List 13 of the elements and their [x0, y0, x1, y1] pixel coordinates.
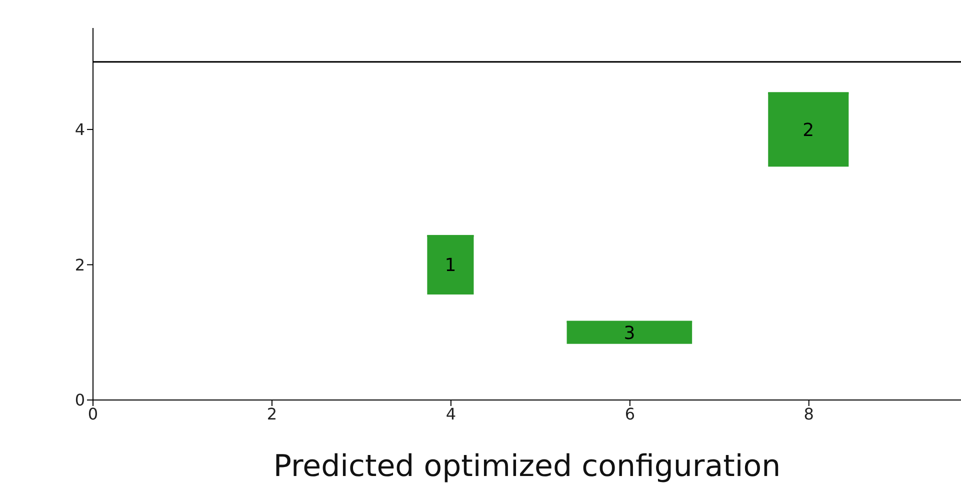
annotation: 3 — [624, 322, 636, 344]
x-tick-label: 2 — [266, 404, 278, 424]
x-tick-label: 8 — [804, 404, 814, 424]
y-tick-label: 0 — [74, 390, 85, 410]
y-tick-label: 4 — [74, 120, 85, 140]
annotation: 2 — [802, 120, 814, 141]
annotation: 1 — [444, 255, 456, 276]
x-tick-label: 0 — [88, 404, 98, 424]
x-tick-label: 4 — [446, 404, 456, 424]
bar — [768, 92, 849, 167]
x-axis-title: Predicted optimized configuration — [273, 449, 781, 484]
x-tick-label: 6 — [624, 404, 635, 424]
y-tick-label: 2 — [74, 255, 85, 274]
